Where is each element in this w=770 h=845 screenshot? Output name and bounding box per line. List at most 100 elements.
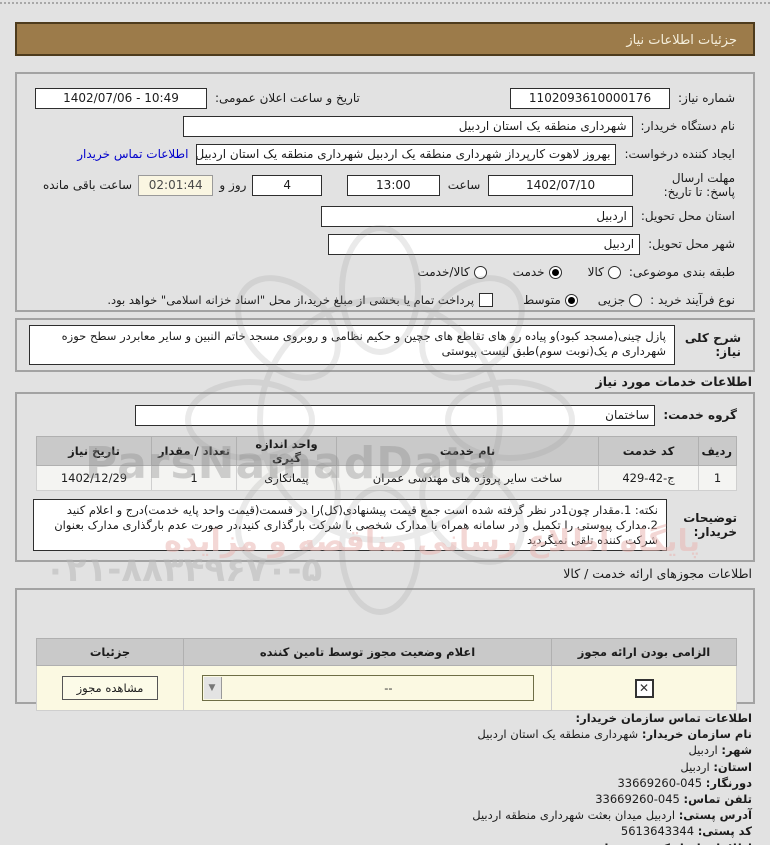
col-service-code: کد خدمت bbox=[598, 436, 699, 466]
service-group-field[interactable]: ساختمان bbox=[135, 404, 656, 426]
contact-address-line: آدرس پستی: اردبیل میدان بعثت شهرداری منط… bbox=[18, 807, 752, 823]
treasury-checkbox-icon[interactable] bbox=[479, 293, 494, 307]
buyer-contact-info: اطلاعات تماس سازمان خریدار: نام سازمان خ… bbox=[18, 710, 752, 845]
services-panel: گروه خدمت: ساختمان ردیف کد خدمت نام خدمت… bbox=[15, 392, 755, 562]
contact-org-line: نام سازمان خریدار: شهرداری منطقه یک استا… bbox=[18, 726, 752, 742]
countdown-timer: 02:01:44 bbox=[138, 174, 214, 196]
permit-required-checkbox[interactable]: ✕ bbox=[634, 678, 654, 698]
need-info-panel: شماره نیاز: 1102093610000176 تاریخ و ساع… bbox=[15, 72, 755, 312]
buyer-notes-field[interactable]: نکته: 1.مقدار چون1در نظر گرفته شده است ج… bbox=[33, 499, 667, 551]
days-remaining-field[interactable]: 4 bbox=[252, 174, 323, 196]
contact-city-value: اردبیل bbox=[688, 743, 718, 758]
contact-org-label: نام سازمان خریدار: bbox=[641, 727, 752, 742]
buyer-contact-link[interactable]: اطلاعات تماس خریدار bbox=[77, 147, 189, 161]
delivery-city-label: شهر محل تحویل: bbox=[648, 237, 735, 251]
category-goods-service-label: کالا/خدمت bbox=[417, 265, 470, 279]
contact-phone-label: تلفن تماس: bbox=[683, 792, 752, 807]
services-section-heading: اطلاعات خدمات مورد نیاز bbox=[595, 374, 753, 389]
delivery-province-field[interactable]: اردبیل bbox=[320, 205, 633, 227]
contact-fax-label: دورنگار: bbox=[705, 775, 752, 790]
radio-service-icon[interactable] bbox=[548, 265, 562, 279]
request-creator-field[interactable]: بهروز لاهوت کارپرداز شهرداری منطقه یک ار… bbox=[196, 143, 617, 165]
col-unit: واحد اندازه گیری bbox=[236, 436, 337, 466]
request-creator-label: ایجاد کننده درخواست: bbox=[624, 147, 735, 161]
category-goods-label: کالا bbox=[587, 265, 604, 279]
deadline-time-field[interactable]: 13:00 bbox=[347, 174, 440, 196]
request-creator-row: ایجاد کننده درخواست: بهروز لاهوت کارپردا… bbox=[35, 140, 735, 168]
col-row-number: ردیف bbox=[698, 436, 737, 466]
buyer-org-field[interactable]: شهرداری منطقه یک استان اردبیل bbox=[182, 115, 633, 137]
reply-deadline-row: مهلت ارسال پاسخ: تا تاریخ: 1402/07/10 سا… bbox=[35, 168, 735, 202]
contact-province-label: استان: bbox=[713, 759, 752, 774]
process-medium-label: متوسط bbox=[523, 293, 561, 307]
col-permit-details: جزئیات bbox=[36, 638, 184, 666]
purchase-process-label: نوع فرآیند خرید : bbox=[650, 293, 735, 307]
radio-goods-icon[interactable] bbox=[607, 265, 621, 279]
top-dotted-divider bbox=[0, 2, 770, 4]
cell-unit: پیمانکاری bbox=[236, 465, 337, 491]
cell-service-name: ساخت سایر پروژه های مهندسی عمران bbox=[336, 465, 599, 491]
announce-datetime-field[interactable]: 1402/07/06 - 10:49 bbox=[35, 87, 207, 109]
contact-address-label: آدرس پستی: bbox=[678, 808, 752, 823]
permit-status-select[interactable]: -- ▼ bbox=[201, 675, 534, 701]
announce-datetime-label: تاریخ و ساعت اعلان عمومی: bbox=[215, 91, 360, 105]
category-option-goods[interactable]: کالا bbox=[588, 265, 621, 279]
process-option-partial[interactable]: جزیی bbox=[597, 293, 643, 307]
category-option-goods-service[interactable]: کالا/خدمت bbox=[417, 265, 487, 279]
buyer-org-row: نام دستگاه خریدار: شهرداری منطقه یک استا… bbox=[35, 112, 735, 140]
permits-panel: الزامی بودن ارائه مجوز اعلام وضعیت مجوز … bbox=[15, 588, 755, 711]
services-table: ردیف کد خدمت نام خدمت واحد اندازه گیری ت… bbox=[36, 436, 737, 491]
permit-status-value: -- bbox=[384, 681, 393, 695]
permits-section-heading: اطلاعات مجوزهای ارائه خدمت / کالا bbox=[563, 566, 752, 581]
cell-quantity: 1 bbox=[151, 465, 237, 491]
process-option-medium[interactable]: متوسط bbox=[523, 293, 578, 307]
col-service-name: نام خدمت bbox=[336, 436, 599, 466]
delivery-province-label: استان محل تحویل: bbox=[640, 209, 735, 223]
need-number-field[interactable]: 1102093610000176 bbox=[510, 87, 670, 109]
process-partial-label: جزیی bbox=[597, 293, 626, 307]
col-need-date: تاریخ نیاز bbox=[36, 436, 152, 466]
buyer-notes-row: توضیحات خریدار: نکته: 1.مقدار چون1در نظر… bbox=[33, 499, 737, 551]
treasury-payment-option[interactable]: پرداخت تمام یا بخشی از مبلغ خرید،از محل … bbox=[107, 293, 494, 307]
table-row: 1 ج-42-429 ساخت سایر پروژه های مهندسی عم… bbox=[36, 465, 737, 491]
buyer-note-line1: نکته: 1.مقدار چون1در نظر گرفته شده است ج… bbox=[66, 503, 658, 517]
contact-phone-line: تلفن تماس: 33669260-045 bbox=[18, 791, 752, 807]
radio-medium-icon[interactable] bbox=[564, 293, 578, 307]
delivery-province-row: استان محل تحویل: اردبیل bbox=[35, 202, 735, 230]
subject-category-label: طبقه بندی موضوعی: bbox=[628, 265, 735, 279]
permit-row: ✕ -- ▼ مشاهده مجوز bbox=[36, 665, 737, 711]
contact-address-value: اردبیل میدان بعثت شهرداری منطقه اردبیل bbox=[472, 808, 676, 823]
chevron-down-icon[interactable]: ▼ bbox=[203, 677, 222, 699]
buyer-org-label: نام دستگاه خریدار: bbox=[640, 119, 736, 133]
delivery-city-field[interactable]: اردبیل bbox=[328, 233, 641, 255]
service-group-row: گروه خدمت: ساختمان bbox=[33, 402, 737, 428]
need-number-row: شماره نیاز: 1102093610000176 تاریخ و ساع… bbox=[35, 84, 735, 112]
contact-province-line: استان: اردبیل bbox=[18, 759, 752, 775]
contact-fax-line: دورنگار: 33669260-045 bbox=[18, 775, 752, 791]
contact-org-value: شهرداری منطقه یک استان اردبیل bbox=[477, 727, 639, 742]
general-description-panel: شرح کلی نیاز: پازل چینی(مسجد کبود)و پیاد… bbox=[15, 318, 755, 372]
radio-partial-icon[interactable] bbox=[629, 293, 643, 307]
cell-service-code: ج-42-429 bbox=[598, 465, 699, 491]
col-permit-required: الزامی بودن ارائه مجوز bbox=[551, 638, 737, 666]
general-description-field[interactable]: پازل چینی(مسجد کبود)و پیاده رو های تقاطع… bbox=[29, 325, 675, 365]
category-option-service[interactable]: خدمت bbox=[513, 265, 562, 279]
contact-phone-value: 33669260-045 bbox=[595, 792, 680, 807]
creator-info-title: اطلاعات ایجاد کننده درخواست: bbox=[576, 841, 752, 845]
buyer-note-line2: 2.مدارک پیوستی را تکمیل و در سامانه همرا… bbox=[54, 518, 658, 547]
contact-fax-value: 33669260-045 bbox=[617, 775, 703, 790]
contact-postal-value: 5613643344 bbox=[620, 824, 695, 839]
contact-postal-line: کد پستی: 5613643344 bbox=[18, 823, 752, 839]
page-title: جزئیات اطلاعات نیاز bbox=[15, 22, 755, 56]
radio-goods-service-icon[interactable] bbox=[473, 265, 487, 279]
days-and-label: روز و bbox=[219, 178, 247, 192]
cell-row-number: 1 bbox=[698, 465, 737, 491]
deadline-date-field[interactable]: 1402/07/10 bbox=[488, 174, 633, 196]
cell-need-date: 1402/12/29 bbox=[36, 465, 152, 491]
treasury-label: پرداخت تمام یا بخشی از مبلغ خرید،از محل … bbox=[107, 293, 475, 307]
view-permit-button[interactable]: مشاهده مجوز bbox=[61, 676, 159, 700]
deadline-hour-label: ساعت bbox=[447, 178, 481, 192]
category-service-label: خدمت bbox=[512, 265, 545, 279]
permits-table: الزامی بودن ارائه مجوز اعلام وضعیت مجوز … bbox=[36, 638, 737, 711]
